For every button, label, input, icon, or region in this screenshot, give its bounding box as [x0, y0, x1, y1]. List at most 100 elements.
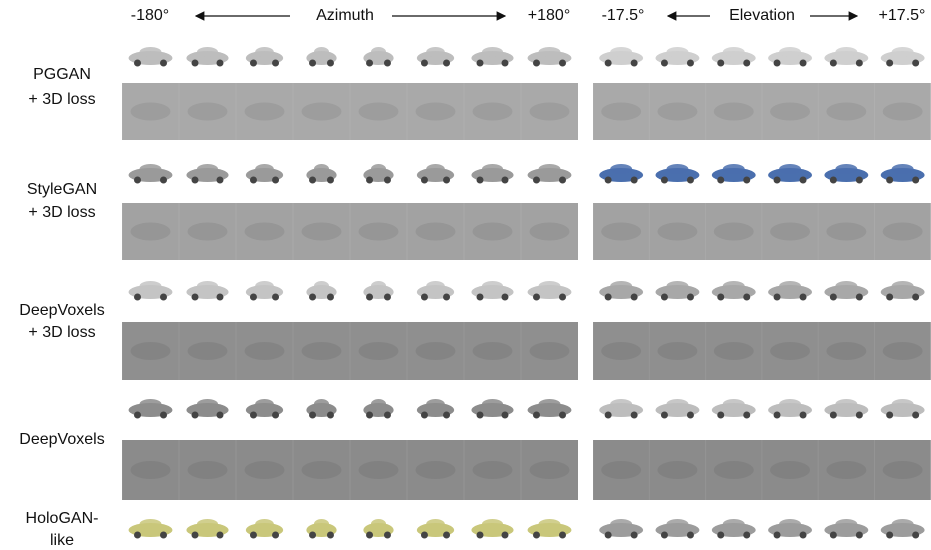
car-roof: [255, 519, 274, 529]
car-wheel: [272, 532, 279, 539]
depth-blob: [473, 103, 513, 121]
depth-blob: [601, 342, 641, 360]
car-wheel: [886, 177, 893, 184]
car-wheel: [559, 177, 566, 184]
car-roof: [610, 164, 632, 174]
car-roof: [426, 399, 445, 409]
car-wheel: [605, 532, 612, 539]
car-wheel: [743, 177, 750, 184]
car-wheel: [421, 60, 428, 67]
car-roof: [197, 519, 218, 529]
depth-blob: [359, 223, 399, 241]
car-wheel: [687, 294, 694, 301]
car-wheel: [160, 60, 167, 67]
car-wheel: [743, 294, 750, 301]
depth-blob: [245, 103, 285, 121]
car-wheel: [160, 532, 167, 539]
car-wheel: [559, 412, 566, 419]
car-wheel: [886, 294, 893, 301]
car-wheel: [160, 294, 167, 301]
car-wheel: [501, 294, 508, 301]
car-wheel: [421, 532, 428, 539]
car-wheel: [886, 60, 893, 67]
car-wheel: [366, 294, 373, 301]
depth-blob: [302, 103, 342, 121]
car-wheel: [366, 60, 373, 67]
car-roof: [255, 47, 274, 57]
car-roof: [892, 399, 914, 409]
car-wheel: [501, 532, 508, 539]
elevation-start: -17.5°: [602, 7, 645, 24]
car-roof: [482, 281, 503, 291]
car-wheel: [717, 294, 724, 301]
car-wheel: [272, 412, 279, 419]
car-roof: [779, 399, 801, 409]
car-roof: [723, 399, 745, 409]
car-wheel: [134, 532, 141, 539]
depth-blob: [473, 223, 513, 241]
depth-blob: [473, 342, 513, 360]
car-wheel: [605, 60, 612, 67]
car-wheel: [250, 60, 257, 67]
car-roof: [371, 519, 386, 529]
azimuth-end: +180°: [528, 7, 570, 24]
car-wheel: [717, 412, 724, 419]
car-wheel: [856, 532, 863, 539]
car-roof: [482, 47, 503, 57]
car-wheel: [384, 294, 391, 301]
car-wheel: [250, 294, 257, 301]
car-wheel: [309, 294, 316, 301]
car-roof: [140, 399, 162, 409]
car-wheel: [631, 177, 638, 184]
depth-blob: [883, 342, 923, 360]
car-roof: [197, 399, 218, 409]
car-wheel: [800, 294, 807, 301]
car-roof: [539, 519, 561, 529]
car-roof: [314, 47, 329, 57]
car-wheel: [559, 532, 566, 539]
car-wheel: [856, 177, 863, 184]
car-wheel: [421, 412, 428, 419]
car-wheel: [717, 532, 724, 539]
depth-blob: [359, 103, 399, 121]
elevation-end: +17.5°: [879, 7, 926, 24]
car-wheel: [477, 412, 484, 419]
car-wheel: [743, 412, 750, 419]
car-wheel: [443, 412, 450, 419]
car-roof: [371, 164, 386, 174]
car-roof: [482, 519, 503, 529]
azimuth-label: Azimuth: [316, 7, 374, 24]
row-label: + 3D loss: [28, 204, 95, 221]
figure: -180° Azimuth +180° -17.5° Elevation +17…: [0, 0, 931, 550]
depth-blob: [657, 223, 697, 241]
depth-blob: [302, 342, 342, 360]
car-wheel: [134, 412, 141, 419]
car-roof: [666, 399, 688, 409]
car-wheel: [605, 294, 612, 301]
car-wheel: [774, 177, 781, 184]
car-wheel: [830, 60, 837, 67]
car-wheel: [886, 412, 893, 419]
car-roof: [314, 281, 329, 291]
car-roof: [610, 399, 632, 409]
car-wheel: [366, 532, 373, 539]
car-wheel: [912, 412, 919, 419]
car-roof: [140, 281, 162, 291]
depth-blob: [714, 342, 754, 360]
depth-blob: [770, 461, 810, 479]
car-roof: [371, 47, 386, 57]
row-label: StyleGAN: [27, 181, 97, 198]
car-roof: [779, 47, 801, 57]
car-wheel: [309, 532, 316, 539]
depth-blob: [530, 342, 570, 360]
depth-blob: [131, 223, 171, 241]
car-wheel: [134, 294, 141, 301]
car-wheel: [160, 177, 167, 184]
depth-blob: [714, 103, 754, 121]
car-wheel: [327, 532, 334, 539]
car-wheel: [687, 532, 694, 539]
car-wheel: [134, 60, 141, 67]
car-roof: [610, 281, 632, 291]
car-wheel: [631, 412, 638, 419]
car-wheel: [774, 532, 781, 539]
